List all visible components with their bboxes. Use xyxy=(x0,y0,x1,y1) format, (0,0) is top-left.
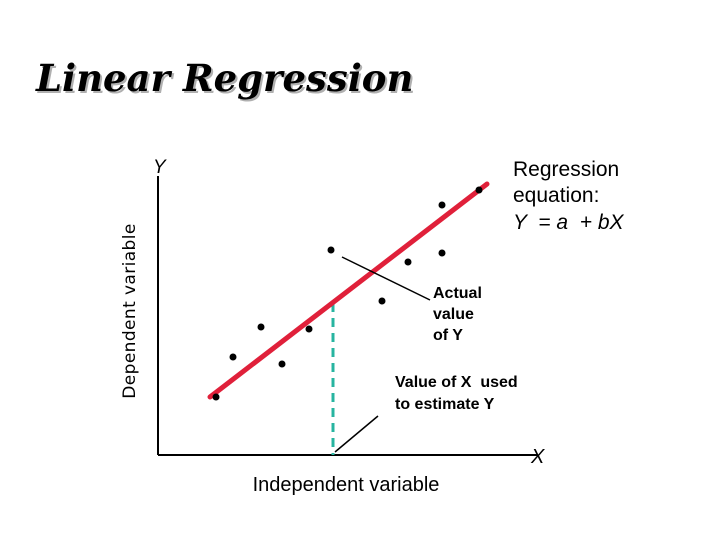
data-point xyxy=(278,360,286,368)
y-axis-letter: Y xyxy=(153,157,167,178)
data-point xyxy=(378,297,386,305)
data-point xyxy=(212,393,220,401)
actual-value-pointer xyxy=(341,256,431,301)
data-point xyxy=(475,186,483,194)
data-point xyxy=(257,323,265,331)
data-point xyxy=(229,353,237,361)
data-points xyxy=(212,186,483,401)
regression-equation: Regression equation: Y = a + bX xyxy=(513,158,625,234)
equation-line-1: Regression xyxy=(513,158,619,181)
slide-title: Linear Regression xyxy=(36,56,414,100)
x-axis-label: Independent variable xyxy=(253,474,440,496)
data-point xyxy=(305,325,313,333)
data-point xyxy=(327,246,335,254)
x-value-line-2: to estimate Y xyxy=(395,396,495,413)
data-point xyxy=(438,249,446,257)
equation-line-3: Y = a + bX xyxy=(513,211,625,234)
data-point xyxy=(438,201,446,209)
equation-line-2: equation: xyxy=(513,184,599,207)
x-value-annotation: Value of X used to estimate Y xyxy=(395,374,518,413)
x-value-line-1: Value of X used xyxy=(395,374,518,391)
x-axis-letter: X xyxy=(530,446,545,468)
data-point xyxy=(404,258,412,266)
y-axis-label: Dependent variable xyxy=(120,223,140,398)
actual-value-line-3: of Y xyxy=(433,327,463,344)
regression-line xyxy=(207,181,490,400)
x-value-pointer xyxy=(334,415,379,453)
actual-value-line-1: Actual xyxy=(433,285,482,302)
actual-value-annotation: Actual value of Y xyxy=(433,285,482,344)
actual-value-line-2: value xyxy=(433,306,474,323)
